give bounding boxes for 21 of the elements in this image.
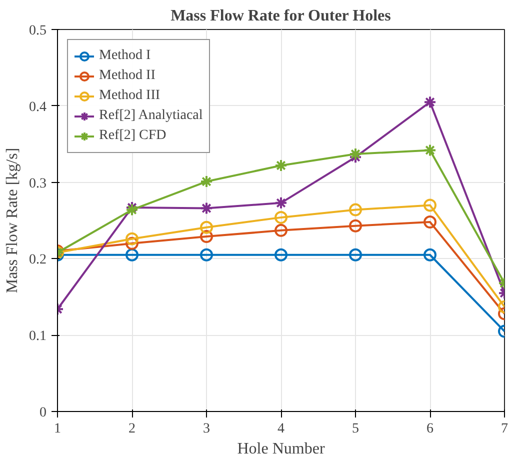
x-tick-label: 3	[203, 422, 210, 436]
y-tick-label: 0	[40, 406, 46, 420]
legend-label: Method I	[99, 48, 151, 64]
y-tick-label: 0.3	[29, 176, 46, 192]
legend-label: Method III	[99, 88, 160, 104]
chart-title: Mass Flow Rate for Outer Holes	[170, 8, 391, 24]
legend-label: Ref[2] CFD	[99, 128, 166, 144]
y-tick-label: 0.4	[29, 100, 46, 115]
x-tick-label: 6	[426, 422, 434, 436]
legend-label: Method II	[99, 68, 156, 84]
x-tick-label: 5	[352, 422, 359, 436]
legend-label: Ref[2] Analytiacal	[99, 108, 203, 124]
x-tick-label: 7	[501, 422, 508, 436]
x-tick-label: 1	[54, 422, 61, 436]
y-tick-label: 0.1	[29, 329, 46, 344]
y-axis-title: Mass Flow Rate [kg/s]	[4, 148, 21, 294]
x-tick-label: 4	[278, 422, 284, 436]
x-tick-label: 2	[128, 422, 136, 436]
y-tick-label: 0.5	[29, 24, 46, 38]
y-tick-label: 0.2	[29, 252, 46, 268]
x-axis-title: Hole Number	[237, 440, 326, 458]
